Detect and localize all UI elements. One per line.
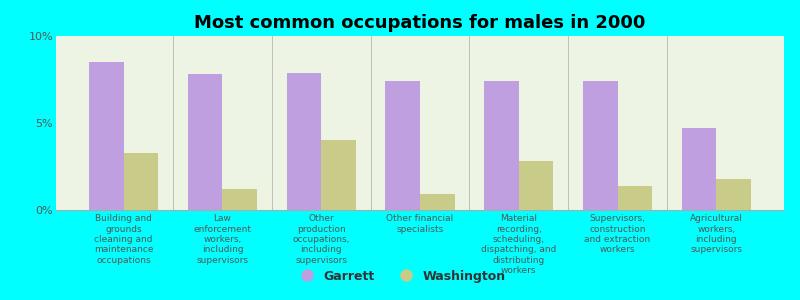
Bar — [484, 81, 518, 210]
Bar — [618, 186, 652, 210]
Bar — [322, 140, 356, 210]
Bar — [420, 194, 454, 210]
Bar — [222, 189, 257, 210]
Bar — [682, 128, 716, 210]
Legend: Garrett, Washington: Garrett, Washington — [290, 265, 510, 288]
Bar — [124, 153, 158, 210]
Bar — [583, 81, 618, 210]
Title: Most common occupations for males in 2000: Most common occupations for males in 200… — [194, 14, 646, 32]
Bar — [286, 73, 322, 210]
Bar — [89, 62, 124, 210]
Bar — [188, 74, 222, 210]
Bar — [386, 81, 420, 210]
Bar — [716, 179, 751, 210]
Bar — [518, 161, 554, 210]
